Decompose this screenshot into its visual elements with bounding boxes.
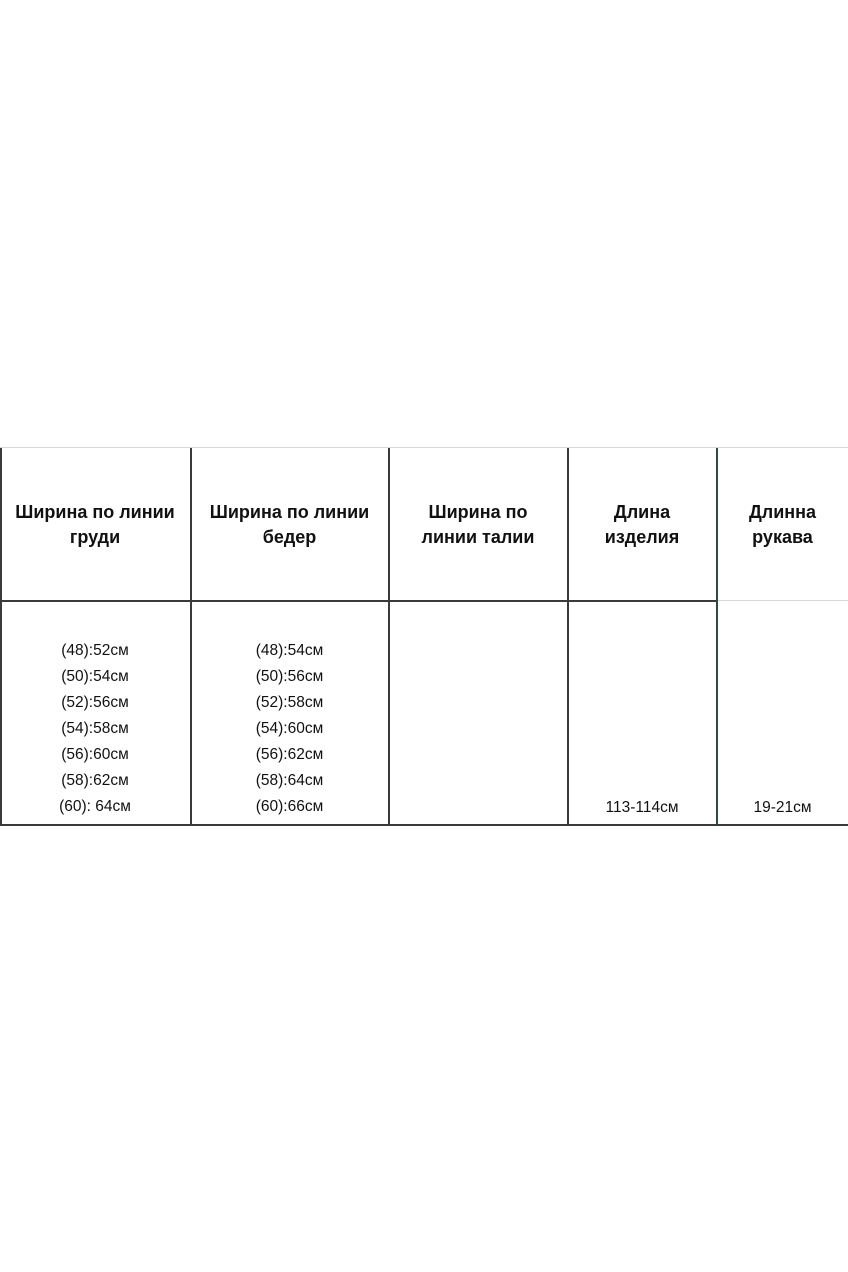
hips-value: (58):64см — [255, 772, 324, 789]
table-top-border — [0, 447, 848, 448]
header-divider — [0, 600, 717, 602]
chest-value: (48):52см — [61, 642, 129, 659]
chest-value: (54):58см — [61, 720, 129, 737]
hips-value: (52):58см — [255, 694, 324, 711]
col-border-4 — [716, 448, 718, 825]
chest-value: (50):54см — [61, 668, 129, 685]
waist-value — [389, 795, 567, 821]
hips-value: (50):56см — [255, 668, 324, 685]
sleeve-value: 19-21см — [753, 799, 812, 816]
header-chest: Ширина по линии груди — [15, 501, 175, 547]
hips-value: (60):66см — [255, 798, 324, 815]
hips-value: (54):60см — [255, 720, 324, 737]
col-border-2 — [388, 448, 390, 825]
header-hips: Ширина по линии бедер — [209, 501, 370, 547]
chest-value: (58):62см — [61, 772, 129, 789]
header-sleeve: Длинна рукава — [748, 501, 817, 547]
hips-value: (56):62см — [255, 746, 324, 763]
hips-values: (48):54см (50):56см (52):58см (54):60см … — [191, 638, 388, 820]
hips-value: (48):54см — [255, 642, 324, 659]
chest-value: (52):56см — [61, 694, 129, 711]
col-border-0 — [0, 448, 2, 825]
header-divider-last — [717, 600, 848, 601]
chest-values: (48):52см (50):54см (52):56см (54):58см … — [0, 638, 190, 820]
chest-value: (56):60см — [61, 746, 129, 763]
col-border-3 — [567, 448, 569, 825]
length-value: 113-114см — [605, 799, 679, 816]
chest-value: (60): 64см — [59, 798, 131, 815]
header-length: Длина изделия — [604, 501, 680, 547]
table-bottom-border — [0, 824, 848, 826]
header-waist: Ширина по линии талии — [421, 501, 535, 547]
col-border-1 — [190, 448, 192, 825]
